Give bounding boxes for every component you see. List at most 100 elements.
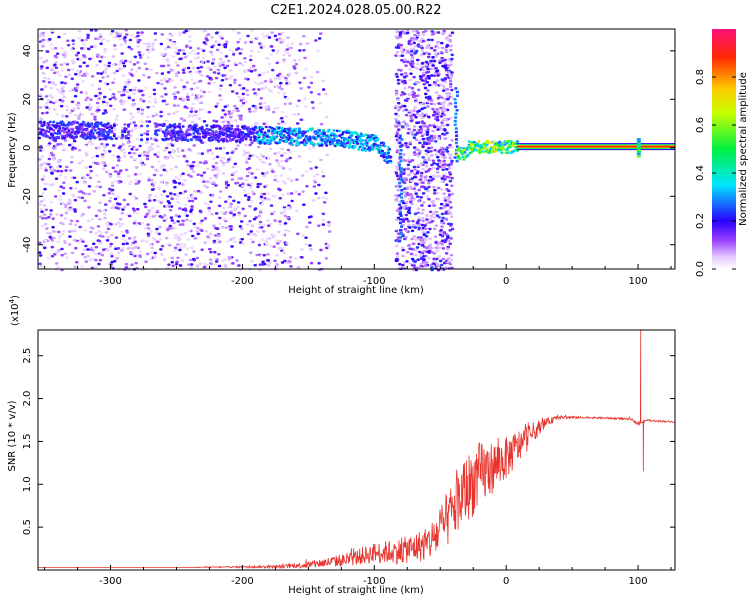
spectrogram-cell [258, 42, 262, 45]
spectrogram-cell [109, 263, 113, 266]
spectrogram-cell [150, 179, 154, 182]
spectrogram-cell [636, 142, 641, 146]
spectrogram-cell [210, 53, 214, 56]
spectrogram-cell [190, 205, 194, 208]
spectrogram-cell [112, 123, 116, 126]
spectrogram-cell [96, 146, 101, 149]
spectrogram-cell [400, 225, 404, 228]
spectrogram-cell [260, 202, 265, 206]
spectrogram-cell [398, 185, 402, 188]
spectrogram-cell [375, 147, 379, 150]
spectrogram-cell [224, 226, 229, 230]
spectrogram-cell [443, 240, 447, 244]
spectrogram-cell [218, 94, 222, 97]
spectrogram-cell [101, 37, 106, 41]
spectrogram-cell [48, 136, 52, 140]
spectrogram-cell [64, 169, 68, 172]
spectrogram-cell [41, 217, 45, 220]
spectrogram-cell [409, 194, 414, 197]
spectrogram-cell [356, 133, 360, 136]
spectrogram-cell [399, 73, 404, 76]
spectrogram-cell [139, 160, 143, 163]
spectrogram-cell [445, 150, 450, 153]
spectrogram-cell [248, 54, 253, 58]
spectrogram-cell [105, 169, 110, 173]
spectrogram-cell [203, 217, 208, 220]
spectrogram-cell [423, 178, 428, 182]
spectrogram-cell [110, 260, 114, 264]
spectrogram-cell [121, 242, 126, 246]
spectrogram-cell [183, 231, 188, 235]
spectrogram-cell [324, 138, 328, 142]
spectrogram-cell [421, 168, 425, 171]
spectrogram-cell [304, 105, 308, 108]
spectrogram-cell [280, 159, 284, 163]
spectrogram-cell [156, 151, 161, 154]
spectrogram-cell [450, 215, 454, 218]
spectrogram-cell [153, 181, 157, 184]
spectrogram-cell [287, 82, 292, 85]
spectrogram-cell [400, 189, 404, 192]
spectrogram-cell [133, 147, 137, 150]
spectrogram-cell [284, 229, 288, 232]
spectrogram-cell [186, 164, 190, 167]
spectrogram-cell [397, 121, 401, 125]
spectrogram-cell [247, 171, 252, 174]
x-tick-label: 100 [629, 576, 648, 587]
spectrogram-cell [61, 144, 65, 147]
spectrogram-cell [419, 77, 423, 81]
spectrogram-cell [449, 44, 453, 48]
spectrogram-cell [297, 155, 302, 158]
spectrogram-cell [130, 243, 134, 247]
spectrogram-cell [378, 145, 382, 149]
spectrogram-cell [98, 35, 103, 38]
spectrogram-cell [415, 221, 420, 225]
spectrogram-cell [130, 34, 134, 37]
spectrogram-cell [176, 155, 180, 158]
spectrogram-cell [102, 55, 106, 59]
spectrogram-cell [410, 53, 414, 57]
spectrogram-cell [58, 127, 62, 130]
spectrogram-cell [133, 219, 137, 223]
spectrogram-cell [64, 203, 68, 206]
spectrogram-cell [143, 62, 147, 65]
spectrogram-cell [454, 152, 458, 156]
spectrogram-cell [455, 138, 458, 141]
spectrogram-cell [425, 261, 429, 264]
spectrogram-cell [178, 246, 183, 249]
spectrogram-cell [132, 88, 137, 92]
spectrogram-cell [413, 52, 417, 55]
spectrogram-cell [116, 155, 120, 158]
spectrogram-cell [224, 43, 228, 46]
spectrogram-cell [259, 195, 264, 199]
spectrogram-cell [227, 158, 231, 161]
spectrogram-cell [309, 91, 314, 94]
spectrogram-cell [52, 230, 56, 233]
spectrogram-cell [48, 139, 53, 142]
spectrogram-cell [128, 182, 132, 186]
spectrogram-cell [442, 192, 446, 195]
spectrogram-cell [281, 75, 285, 78]
spectrogram-cell [440, 239, 445, 242]
spectrogram-cell [445, 131, 449, 135]
spectrogram-cell [383, 144, 387, 148]
spectrogram-cell [177, 178, 182, 181]
spectrogram-cell [261, 71, 266, 75]
spectrogram-cell [225, 139, 229, 142]
spectrogram-cell [241, 207, 245, 211]
spectrogram-cell [160, 193, 164, 196]
spectrogram-cell [406, 251, 410, 254]
spectrogram-cell [76, 57, 80, 61]
spectrogram-cell [74, 89, 79, 92]
spectrogram-cell [225, 240, 230, 243]
spectrogram-cell [448, 242, 452, 246]
spectrogram-cell [85, 64, 90, 68]
spectrogram-cell [409, 119, 413, 123]
spectrogram-cell [199, 65, 204, 69]
spectrogram-cell [412, 146, 417, 149]
spectrogram-cell [371, 134, 375, 137]
spectrogram-cell [67, 230, 72, 233]
spectrogram-cell [423, 106, 427, 110]
spectrogram-cell [93, 129, 97, 132]
spectrogram-cell [429, 46, 434, 50]
